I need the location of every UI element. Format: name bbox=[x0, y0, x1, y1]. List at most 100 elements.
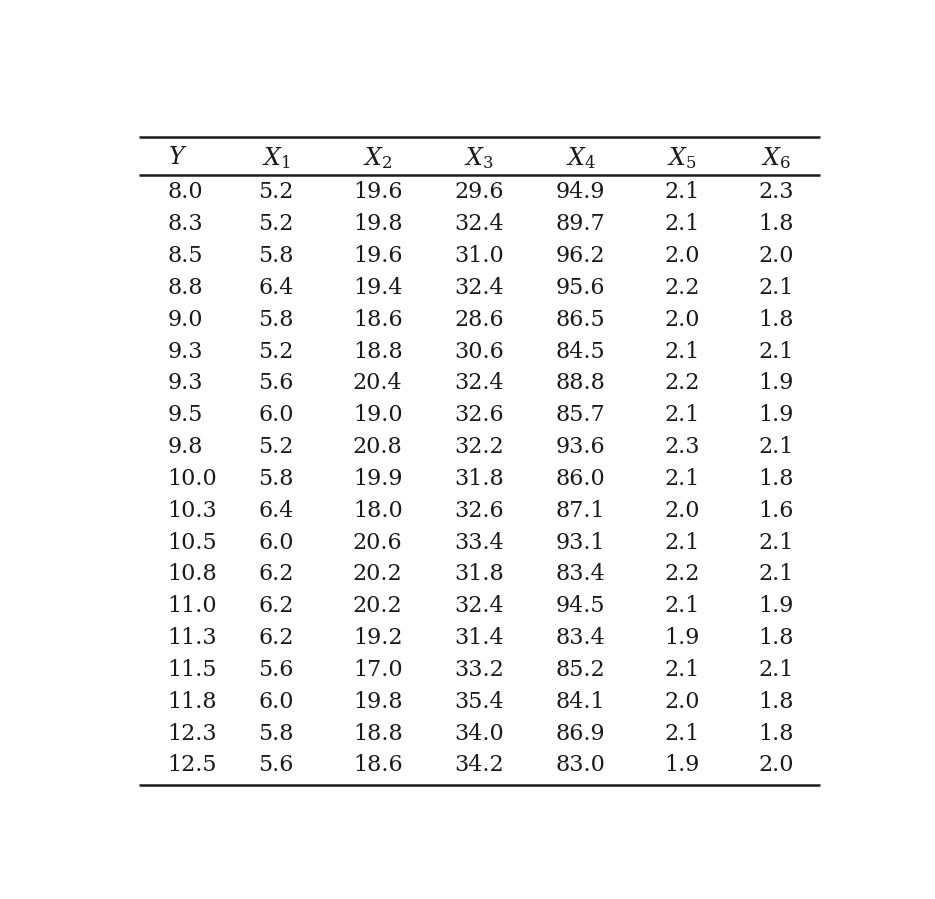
Text: 2.2: 2.2 bbox=[665, 564, 699, 585]
Text: 93.1: 93.1 bbox=[555, 531, 606, 554]
Text: 2.0: 2.0 bbox=[665, 690, 699, 713]
Text: 20.2: 20.2 bbox=[352, 564, 403, 585]
Text: 5.8: 5.8 bbox=[259, 308, 294, 331]
Text: 6.0: 6.0 bbox=[259, 531, 294, 554]
Text: 6.2: 6.2 bbox=[259, 595, 294, 618]
Text: 2.1: 2.1 bbox=[665, 531, 699, 554]
Text: 6.2: 6.2 bbox=[259, 628, 294, 649]
Text: 1.8: 1.8 bbox=[758, 308, 794, 331]
Text: 5.2: 5.2 bbox=[259, 341, 294, 362]
Text: 83.0: 83.0 bbox=[555, 754, 606, 777]
Text: 2.1: 2.1 bbox=[665, 467, 699, 490]
Text: 5.6: 5.6 bbox=[259, 659, 294, 681]
Text: 10.0: 10.0 bbox=[167, 467, 217, 490]
Text: 2.2: 2.2 bbox=[665, 372, 699, 395]
Text: 1.9: 1.9 bbox=[758, 372, 794, 395]
Text: 19.8: 19.8 bbox=[352, 213, 403, 236]
Text: 1.8: 1.8 bbox=[758, 213, 794, 236]
Text: 94.5: 94.5 bbox=[556, 595, 605, 618]
Text: 2.3: 2.3 bbox=[665, 436, 699, 458]
Text: 9.3: 9.3 bbox=[167, 372, 203, 395]
Text: 83.4: 83.4 bbox=[555, 628, 606, 649]
Text: 1.9: 1.9 bbox=[758, 595, 794, 618]
Text: 2.1: 2.1 bbox=[758, 341, 794, 362]
Text: 1.8: 1.8 bbox=[758, 723, 794, 744]
Text: 2.1: 2.1 bbox=[758, 277, 794, 298]
Text: 84.5: 84.5 bbox=[555, 341, 606, 362]
Text: 5.8: 5.8 bbox=[259, 245, 294, 267]
Text: 2.2: 2.2 bbox=[665, 277, 699, 298]
Text: 18.8: 18.8 bbox=[352, 341, 403, 362]
Text: 10.8: 10.8 bbox=[167, 564, 217, 585]
Text: 31.8: 31.8 bbox=[454, 564, 504, 585]
Text: 19.0: 19.0 bbox=[352, 405, 403, 426]
Text: 85.7: 85.7 bbox=[555, 405, 606, 426]
Text: 30.6: 30.6 bbox=[454, 341, 504, 362]
Text: 11.0: 11.0 bbox=[167, 595, 217, 618]
Text: 31.8: 31.8 bbox=[454, 467, 504, 490]
Text: 1.8: 1.8 bbox=[758, 628, 794, 649]
Text: 2.1: 2.1 bbox=[665, 659, 699, 681]
Text: 34.0: 34.0 bbox=[454, 723, 504, 744]
Text: 89.7: 89.7 bbox=[555, 213, 606, 236]
Text: 2.0: 2.0 bbox=[758, 245, 794, 267]
Text: 2.1: 2.1 bbox=[758, 659, 794, 681]
Text: 18.8: 18.8 bbox=[352, 723, 403, 744]
Text: 20.4: 20.4 bbox=[352, 372, 403, 395]
Text: 2.1: 2.1 bbox=[665, 182, 699, 203]
Text: 2.1: 2.1 bbox=[758, 436, 794, 458]
Text: 86.9: 86.9 bbox=[555, 723, 606, 744]
Text: 29.6: 29.6 bbox=[454, 182, 504, 203]
Text: 10.3: 10.3 bbox=[167, 500, 217, 521]
Text: 2.1: 2.1 bbox=[665, 341, 699, 362]
Text: 6.4: 6.4 bbox=[259, 500, 294, 521]
Text: 18.0: 18.0 bbox=[352, 500, 403, 521]
Text: 17.0: 17.0 bbox=[352, 659, 403, 681]
Text: 31.0: 31.0 bbox=[454, 245, 504, 267]
Text: 20.2: 20.2 bbox=[352, 595, 403, 618]
Text: 6.0: 6.0 bbox=[259, 690, 294, 713]
Text: 8.3: 8.3 bbox=[167, 213, 203, 236]
Text: $X_5$: $X_5$ bbox=[668, 145, 697, 171]
Text: 11.8: 11.8 bbox=[167, 690, 217, 713]
Text: 12.3: 12.3 bbox=[167, 723, 217, 744]
Text: 5.8: 5.8 bbox=[259, 723, 294, 744]
Text: 32.6: 32.6 bbox=[454, 500, 504, 521]
Text: 20.8: 20.8 bbox=[352, 436, 403, 458]
Text: 6.4: 6.4 bbox=[259, 277, 294, 298]
Text: 28.6: 28.6 bbox=[454, 308, 504, 331]
Text: 2.1: 2.1 bbox=[758, 564, 794, 585]
Text: 9.8: 9.8 bbox=[167, 436, 203, 458]
Text: 1.9: 1.9 bbox=[665, 628, 699, 649]
Text: 1.8: 1.8 bbox=[758, 467, 794, 490]
Text: $X_3$: $X_3$ bbox=[465, 145, 494, 171]
Text: 31.4: 31.4 bbox=[454, 628, 504, 649]
Text: 19.6: 19.6 bbox=[353, 182, 402, 203]
Text: 83.4: 83.4 bbox=[555, 564, 606, 585]
Text: 34.2: 34.2 bbox=[454, 754, 504, 777]
Text: 2.1: 2.1 bbox=[665, 723, 699, 744]
Text: 6.0: 6.0 bbox=[259, 405, 294, 426]
Text: 18.6: 18.6 bbox=[352, 308, 403, 331]
Text: 33.4: 33.4 bbox=[454, 531, 504, 554]
Text: 32.6: 32.6 bbox=[454, 405, 504, 426]
Text: 9.0: 9.0 bbox=[167, 308, 203, 331]
Text: 2.0: 2.0 bbox=[665, 500, 699, 521]
Text: 10.5: 10.5 bbox=[167, 531, 217, 554]
Text: 2.1: 2.1 bbox=[665, 405, 699, 426]
Text: 1.8: 1.8 bbox=[758, 690, 794, 713]
Text: 2.1: 2.1 bbox=[758, 531, 794, 554]
Text: 5.2: 5.2 bbox=[259, 436, 294, 458]
Text: 95.6: 95.6 bbox=[556, 277, 605, 298]
Text: 94.9: 94.9 bbox=[556, 182, 605, 203]
Text: 96.2: 96.2 bbox=[556, 245, 605, 267]
Text: $X_2$: $X_2$ bbox=[363, 145, 393, 171]
Text: 5.2: 5.2 bbox=[259, 213, 294, 236]
Text: 2.0: 2.0 bbox=[665, 245, 699, 267]
Text: $Y$: $Y$ bbox=[167, 147, 187, 169]
Text: 32.4: 32.4 bbox=[454, 595, 504, 618]
Text: 6.2: 6.2 bbox=[259, 564, 294, 585]
Text: 87.1: 87.1 bbox=[555, 500, 606, 521]
Text: 19.9: 19.9 bbox=[353, 467, 402, 490]
Text: 2.1: 2.1 bbox=[665, 213, 699, 236]
